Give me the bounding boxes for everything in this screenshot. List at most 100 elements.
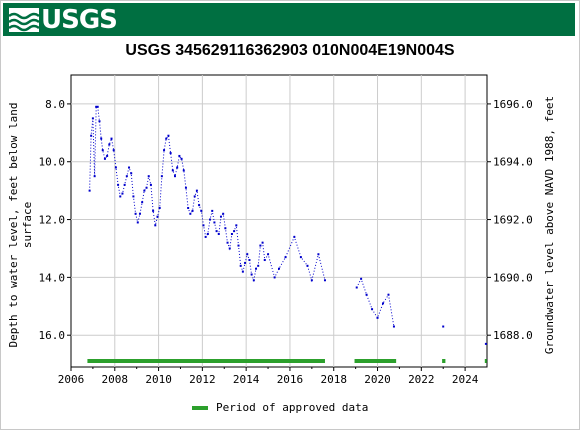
usgs-logo[interactable]: USGS — [9, 7, 118, 33]
y-right-tick-label: 1690.0 — [493, 271, 533, 284]
data-point — [241, 270, 244, 273]
data-point — [130, 172, 133, 175]
approved-period-bar — [354, 359, 397, 363]
data-point — [110, 137, 113, 140]
data-point — [108, 143, 111, 146]
data-point — [128, 166, 131, 169]
data-point — [163, 149, 166, 152]
data-point — [263, 259, 266, 262]
data-point — [299, 256, 302, 259]
data-point — [244, 261, 247, 264]
data-point — [176, 166, 179, 169]
data-point — [202, 224, 205, 227]
data-point — [228, 247, 231, 250]
data-point — [213, 221, 216, 224]
data-point — [106, 154, 109, 157]
data-point — [230, 233, 233, 236]
approved-periods — [87, 359, 487, 363]
data-point — [180, 157, 183, 160]
data-point — [145, 186, 148, 189]
y-right-tick-labels: 1688.0 1690.0 1692.0 1694.0 1696.0 — [493, 98, 533, 342]
data-point — [217, 233, 220, 236]
data-point — [112, 149, 115, 152]
data-point — [141, 201, 144, 204]
y-right-tick-label: 1694.0 — [493, 156, 533, 169]
data-point — [259, 244, 262, 247]
y-left-tick-label: 16.0 — [39, 329, 66, 342]
data-point — [198, 204, 201, 207]
legend-swatch-approved — [192, 405, 208, 410]
data-point — [371, 308, 374, 311]
data-point — [158, 206, 161, 209]
data-point — [484, 342, 487, 345]
data-point — [360, 277, 363, 280]
data-point — [121, 192, 124, 195]
data-point — [211, 209, 214, 212]
data-point — [132, 195, 135, 198]
data-point — [189, 212, 192, 215]
data-point — [174, 175, 176, 178]
usgs-header-banner: USGS — [3, 3, 575, 36]
data-point — [103, 157, 106, 160]
x-tick-label: 2020 — [364, 373, 391, 386]
data-point — [169, 152, 172, 155]
data-point — [193, 195, 196, 198]
data-point — [114, 166, 117, 169]
data-point — [215, 230, 218, 233]
data-point — [209, 218, 212, 221]
data-point — [206, 233, 209, 236]
data-point — [284, 256, 287, 259]
data-point — [442, 325, 445, 328]
data-point — [248, 259, 251, 262]
data-point — [252, 279, 255, 282]
x-tick-label: 2006 — [58, 373, 85, 386]
y-right-tick-label: 1692.0 — [493, 214, 533, 227]
data-point — [239, 264, 242, 267]
data-point — [96, 105, 99, 108]
data-point — [317, 253, 320, 256]
data-point — [152, 209, 155, 212]
data-point — [222, 212, 225, 215]
x-tick-label: 2008 — [102, 373, 129, 386]
data-point — [149, 183, 152, 186]
data-point — [154, 224, 157, 227]
y-left-tick-label: 8.0 — [45, 98, 65, 111]
y-left-axis-label-line1: Depth to water level, feet below land — [7, 102, 20, 347]
data-point — [267, 253, 270, 256]
data-point — [171, 169, 174, 172]
y-left-tick-label: 10.0 — [39, 156, 66, 169]
series-line — [356, 277, 395, 327]
data-series — [88, 105, 487, 345]
y-left-axis-label-line2: surface — [21, 202, 34, 248]
data-point — [156, 215, 159, 218]
data-point — [261, 241, 264, 244]
plot-area — [70, 74, 488, 368]
x-tick-label: 2018 — [320, 373, 347, 386]
data-point — [100, 137, 103, 140]
x-tick-label: 2010 — [145, 373, 172, 386]
x-tick-labels: 2006 2008 2010 2012 2014 2016 2018 2020 2022 2024 — [58, 373, 479, 386]
data-point — [382, 302, 384, 305]
data-point — [187, 206, 190, 209]
x-tick-label: 2022 — [408, 373, 435, 386]
data-point — [167, 134, 170, 137]
data-point — [355, 286, 358, 289]
data-point — [273, 276, 276, 279]
y-left-tick-label: 12.0 — [39, 214, 66, 227]
data-point — [136, 221, 139, 224]
data-point — [246, 253, 249, 256]
data-point — [278, 267, 280, 270]
data-point — [219, 215, 222, 218]
x-tick-label: 2024 — [452, 373, 479, 386]
y-left-tick-labels: 8.0 10.0 12.0 14.0 16.0 — [39, 98, 66, 342]
data-point — [224, 227, 227, 230]
approved-period-bar — [442, 359, 446, 363]
y-right-tick-label: 1688.0 — [493, 329, 533, 342]
data-point — [376, 316, 379, 319]
data-point — [310, 279, 313, 282]
data-point — [125, 175, 128, 178]
approved-period-bar — [87, 359, 325, 363]
data-point — [134, 212, 137, 215]
data-point — [306, 264, 309, 267]
approved-period-bar — [484, 359, 487, 363]
